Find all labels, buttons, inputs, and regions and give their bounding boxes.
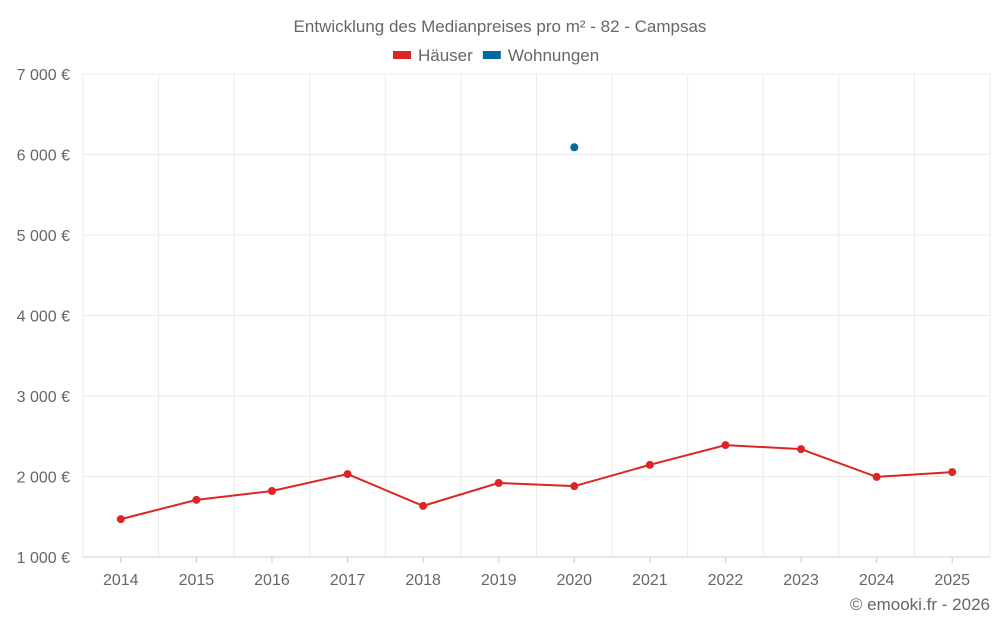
- legend-label: Häuser: [418, 46, 473, 65]
- x-tick-label: 2022: [708, 572, 744, 589]
- legend-item-wohnungen[interactable]: Wohnungen: [482, 46, 599, 65]
- x-tick-label: 2019: [481, 572, 517, 589]
- chart-title: Entwicklung des Medianpreises pro m² - 8…: [294, 17, 707, 36]
- data-point[interactable]: [872, 472, 881, 481]
- data-point[interactable]: [494, 478, 503, 487]
- y-tick-label: 3 000 €: [17, 389, 70, 406]
- y-axis: 1 000 € 2 000 € 3 000 € 4 000 € 5 000 € 6 000…: [17, 67, 70, 567]
- y-tick-label: 5 000 €: [17, 228, 70, 245]
- x-tick-label: 2014: [103, 572, 139, 589]
- legend-label: Wohnungen: [508, 46, 599, 65]
- data-point[interactable]: [645, 460, 654, 469]
- data-point[interactable]: [570, 143, 579, 152]
- x-tick-label: 2024: [859, 572, 895, 589]
- data-point[interactable]: [116, 515, 125, 524]
- legend-swatch: [482, 51, 501, 59]
- x-axis: 2014 2015 2016 2017 2018 2019 2020 2021 2022 2023…: [103, 557, 970, 589]
- legend-swatch: [393, 51, 411, 59]
- data-point[interactable]: [419, 501, 428, 510]
- x-tick-label: 2018: [405, 572, 441, 589]
- x-tick-label: 2023: [783, 572, 819, 589]
- x-tick-label: 2015: [179, 572, 215, 589]
- y-tick-label: 2 000 €: [17, 470, 70, 487]
- y-tick-label: 7 000 €: [17, 67, 70, 84]
- x-tick-label: 2016: [254, 572, 290, 589]
- data-point[interactable]: [192, 495, 201, 504]
- data-point[interactable]: [948, 468, 957, 477]
- x-tick-label: 2021: [632, 572, 668, 589]
- data-point[interactable]: [343, 470, 352, 479]
- y-tick-label: 1 000 €: [17, 550, 70, 567]
- x-tick-label: 2025: [934, 572, 970, 589]
- copyright-credit: © emooki.fr - 2026: [850, 595, 990, 614]
- x-tick-label: 2017: [330, 572, 366, 589]
- series: [116, 143, 957, 524]
- data-point[interactable]: [721, 441, 730, 450]
- legend: Häuser Wohnungen: [393, 46, 599, 65]
- y-tick-label: 6 000 €: [17, 148, 70, 165]
- x-tick-label: 2020: [556, 572, 592, 589]
- grid: [82, 73, 991, 558]
- legend-item-häuser[interactable]: Häuser: [393, 46, 473, 65]
- data-point[interactable]: [797, 445, 806, 454]
- data-point[interactable]: [570, 482, 579, 491]
- data-point[interactable]: [267, 486, 276, 495]
- series-line-häuser: [120, 444, 953, 521]
- y-tick-label: 4 000 €: [17, 309, 70, 326]
